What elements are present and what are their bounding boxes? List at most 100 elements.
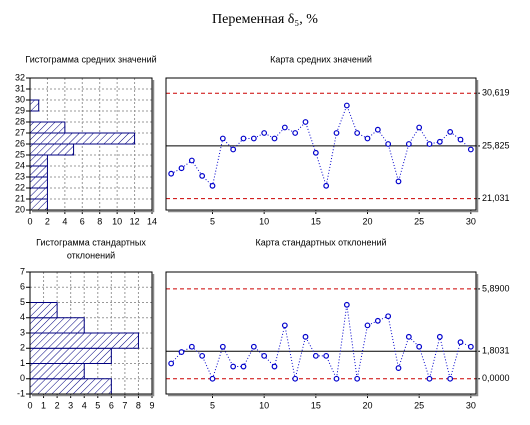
point — [436, 138, 443, 145]
point — [395, 178, 402, 185]
y-tick-label: 1 — [20, 358, 25, 368]
point — [281, 124, 288, 131]
x-tick-label: 30 — [466, 400, 476, 410]
x-tick-label: 8 — [136, 400, 141, 410]
frame-shadow — [168, 274, 479, 397]
x-tick-label: 4 — [82, 400, 87, 410]
point — [416, 124, 423, 131]
point — [261, 130, 268, 136]
x-tick-label: 2 — [55, 400, 60, 410]
point — [312, 149, 319, 156]
point — [467, 146, 474, 153]
point — [426, 375, 433, 382]
point — [281, 322, 288, 329]
x-tick-label: 20 — [362, 216, 372, 226]
x-tick-label: 15 — [311, 216, 321, 226]
bar — [29, 99, 40, 112]
y-tick-label: 27 — [15, 127, 25, 137]
point — [354, 375, 361, 382]
bar — [29, 363, 85, 380]
point — [219, 135, 226, 142]
point — [374, 126, 381, 133]
plot-area — [166, 78, 476, 210]
x-tick-label: 9 — [149, 400, 154, 410]
bar — [29, 302, 58, 319]
point — [343, 301, 350, 308]
y-tick-label: 0,0000 — [482, 373, 510, 383]
point — [323, 182, 330, 189]
y-tick-label: 21,031 — [482, 193, 510, 203]
x-tick-label: 25 — [414, 216, 424, 226]
frame-shadow — [32, 274, 155, 397]
subplot-title: отклонений — [67, 250, 115, 260]
x-tick-label: 14 — [147, 216, 157, 226]
y-tick-label: 30,619 — [482, 88, 510, 98]
plot-frame — [165, 77, 477, 211]
x-tick-label: 20 — [362, 400, 372, 410]
subplot-title: Карта стандартных отклонений — [255, 237, 386, 247]
subplot-title: Карта средних значений — [270, 54, 372, 64]
point — [302, 119, 309, 125]
bar — [29, 317, 85, 334]
bar — [29, 165, 48, 178]
point — [385, 141, 392, 147]
point — [436, 333, 443, 340]
point — [405, 141, 412, 147]
y-tick-label: 25 — [15, 149, 25, 159]
series-line — [170, 304, 472, 381]
frame-shadow — [168, 80, 479, 213]
point — [271, 363, 278, 370]
point — [333, 375, 340, 382]
point — [364, 135, 371, 142]
point — [219, 343, 226, 350]
series-line — [170, 104, 472, 187]
y-tick-label: 0 — [20, 373, 25, 383]
x-tick-label: 10 — [259, 216, 269, 226]
point — [374, 317, 381, 324]
x-tick-label: 7 — [122, 400, 127, 410]
y-tick-label: 28 — [15, 116, 25, 126]
point — [467, 343, 474, 350]
point — [240, 363, 247, 370]
bar — [29, 154, 48, 167]
y-tick-label: 20 — [15, 204, 25, 214]
y-tick-label: 24 — [15, 160, 25, 170]
y-tick-label: 5,8900 — [482, 283, 510, 293]
y-tick-label: 5 — [20, 297, 25, 307]
plot-frame — [29, 77, 153, 211]
point — [230, 146, 237, 153]
y-tick-label: 21 — [15, 193, 25, 203]
point — [457, 136, 464, 143]
point — [333, 130, 340, 136]
bar — [29, 121, 66, 134]
point — [240, 135, 247, 142]
y-tick-label: 31 — [15, 83, 25, 93]
y-tick-label: 32 — [15, 72, 25, 82]
plot-area — [166, 272, 476, 394]
x-tick-label: 0 — [27, 400, 32, 410]
point — [447, 128, 454, 135]
y-tick-label: 25,825 — [482, 140, 510, 150]
point — [457, 339, 464, 346]
point — [168, 360, 175, 367]
y-tick-label: 3 — [20, 327, 25, 337]
y-tick-label: 2 — [20, 343, 25, 353]
y-tick-label: 26 — [15, 138, 25, 148]
point — [188, 157, 195, 164]
point — [364, 322, 371, 329]
x-tick-label: 6 — [80, 216, 85, 226]
bar — [29, 332, 139, 349]
plot-frame — [29, 271, 153, 395]
y-tick-label: 4 — [20, 312, 25, 322]
x-tick-label: 8 — [97, 216, 102, 226]
y-tick-label: -1 — [17, 388, 25, 398]
bar — [29, 187, 48, 200]
y-tick-label: 23 — [15, 171, 25, 181]
bar — [29, 132, 136, 145]
x-tick-label: 10 — [112, 216, 122, 226]
point — [178, 349, 185, 355]
point — [250, 343, 257, 350]
y-tick-label: 7 — [20, 266, 25, 276]
point — [395, 365, 402, 371]
